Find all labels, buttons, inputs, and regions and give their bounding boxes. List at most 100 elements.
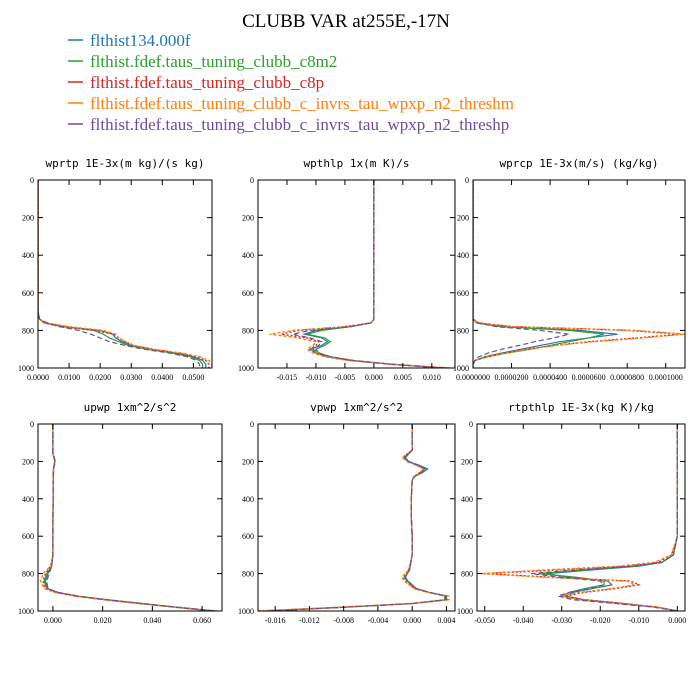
ytick-label-3-5: 1000 xyxy=(18,607,34,616)
panels: wprtp 1E-3x(m kg)/(s kg) 0 200 400 600 800 100… xyxy=(18,157,686,625)
xtick-label-4-3: -0.004 xyxy=(368,616,389,625)
xtick-label-5-3: -0.020 xyxy=(590,616,611,625)
xtick-label-4-1: -0.012 xyxy=(299,616,320,625)
panel-2: wprcp 1E-3x(m/s) (kg/kg) 0 200 400 600 800 100… xyxy=(453,157,686,382)
series-line-4-3 xyxy=(258,424,450,611)
panel-title-5: rtpthlp 1E-3x(kg K)/kg xyxy=(508,401,654,414)
panel-frame-1 xyxy=(257,179,456,369)
ytick-label-0-4: 800 xyxy=(22,326,34,335)
ytick-label-1-3: 600 xyxy=(242,289,254,298)
xtick-label-5-2: -0.030 xyxy=(551,616,572,625)
ytick-label-3-3: 600 xyxy=(22,532,34,541)
xtick-label-0-3: 0.0300 xyxy=(120,373,142,382)
xtick-label-2-4: 0.0000800 xyxy=(610,373,644,382)
xtick-label-5-4: -0.010 xyxy=(628,616,649,625)
panel-frame-3 xyxy=(37,423,223,612)
xtick-label-5-1: -0.040 xyxy=(513,616,534,625)
xtick-label-1-3: 0.000 xyxy=(365,373,383,382)
xtick-label-0-2: 0.0200 xyxy=(89,373,111,382)
ytick-label-0-1: 200 xyxy=(22,214,34,223)
ytick-label-3-4: 800 xyxy=(22,570,34,579)
ytick-label-5-0: 0 xyxy=(469,420,473,429)
ytick-label-2-4: 800 xyxy=(457,326,469,335)
ytick-label-2-2: 400 xyxy=(457,251,469,260)
xtick-label-1-0: -0.015 xyxy=(277,373,298,382)
ytick-label-1-4: 800 xyxy=(242,326,254,335)
series-group-2 xyxy=(473,180,685,368)
legend-label-1: flthist.fdef.taus_tuning_clubb_c8m2 xyxy=(90,52,337,71)
panel-frame-0 xyxy=(37,179,213,369)
series-line-2-3 xyxy=(473,180,685,368)
ytick-label-4-2: 400 xyxy=(242,495,254,504)
series-line-4-2 xyxy=(258,424,448,611)
series-line-0-1 xyxy=(38,180,204,368)
panel-frame-2 xyxy=(472,179,686,369)
ytick-label-5-2: 400 xyxy=(461,495,473,504)
ytick-label-4-3: 600 xyxy=(242,532,254,541)
legend-label-2: flthist.fdef.taus_tuning_clubb_c8p xyxy=(90,73,324,92)
panel-frame-5 xyxy=(476,423,686,612)
xtick-label-0-5: 0.0500 xyxy=(182,373,204,382)
figure-title: CLUBB VAR at255E,-17N xyxy=(242,11,450,32)
panel-4: vpwp 1xm^2/s^2 0 200 400 600 800 1000 -0.016 -0.… xyxy=(238,401,456,625)
series-line-3-2 xyxy=(42,424,218,611)
series-line-0-4 xyxy=(38,180,201,368)
ytick-label-2-1: 200 xyxy=(457,214,469,223)
panel-0: wprtp 1E-3x(m kg)/(s kg) 0 200 400 600 800 100… xyxy=(18,157,213,382)
series-group-5 xyxy=(480,424,678,611)
panel-5: rtpthlp 1E-3x(kg K)/kg02004006008001000-… xyxy=(457,401,686,625)
series-line-2-1 xyxy=(473,180,605,368)
ytick-label-1-1: 200 xyxy=(242,214,254,223)
xtick-label-0-1: 0.0100 xyxy=(58,373,80,382)
xtick-label-5-5: 0.000 xyxy=(668,616,686,625)
series-line-2-0 xyxy=(473,180,618,368)
panel-1: wpthlp 1x(m K)/s 0 200 400 600 800 1000 -0.015-… xyxy=(238,157,456,382)
ytick-label-5-4: 800 xyxy=(461,570,473,579)
xtick-label-3-0: 0.000 xyxy=(44,616,62,625)
ytick-label-1-2: 400 xyxy=(242,251,254,260)
ytick-label-0-0: 0 xyxy=(30,176,34,185)
series-line-3-0 xyxy=(44,424,215,611)
series-line-2-4 xyxy=(473,180,570,368)
ytick-label-3-1: 200 xyxy=(22,457,34,466)
ytick-label-5-5: 1000 xyxy=(457,607,473,616)
panel-frame-4 xyxy=(257,423,456,612)
ytick-label-3-2: 400 xyxy=(22,495,34,504)
xtick-label-4-5: 0.004 xyxy=(437,616,455,625)
ytick-label-2-5: 1000 xyxy=(453,364,469,373)
ytick-label-2-3: 600 xyxy=(457,289,469,298)
xtick-label-1-4: 0.005 xyxy=(394,373,412,382)
series-group-0 xyxy=(38,180,212,368)
series-line-1-3 xyxy=(269,180,450,368)
panel-title-3: upwp 1xm^2/s^2 xyxy=(84,401,177,414)
ytick-label-4-4: 800 xyxy=(242,570,254,579)
series-line-0-3 xyxy=(38,180,212,368)
series-line-4-0 xyxy=(266,424,448,611)
ytick-label-0-5: 1000 xyxy=(18,364,34,373)
series-line-3-3 xyxy=(39,424,218,611)
xtick-label-3-2: 0.040 xyxy=(143,616,161,625)
panel-title-1: wpthlp 1x(m K)/s xyxy=(304,157,410,170)
series-line-5-1 xyxy=(538,424,678,611)
xtick-label-2-5: 0.0001000 xyxy=(649,373,683,382)
xtick-label-4-0: -0.016 xyxy=(265,616,286,625)
legend-label-0: flthist134.000f xyxy=(90,31,191,50)
series-group-4 xyxy=(258,424,450,611)
ytick-label-0-3: 600 xyxy=(22,289,34,298)
ytick-label-1-0: 0 xyxy=(250,176,254,185)
series-line-1-2 xyxy=(281,180,450,368)
xtick-label-4-4: 0.000 xyxy=(403,616,421,625)
series-line-5-2 xyxy=(484,424,678,611)
xtick-label-2-1: 0.0000200 xyxy=(495,373,529,382)
ytick-label-0-2: 400 xyxy=(22,251,34,260)
panel-title-0: wprtp 1E-3x(m kg)/(s kg) xyxy=(46,157,205,170)
ytick-label-4-1: 200 xyxy=(242,457,254,466)
xtick-label-1-5: 0.010 xyxy=(423,373,441,382)
xtick-label-2-2: 0.0000400 xyxy=(533,373,567,382)
ytick-label-5-3: 600 xyxy=(461,532,473,541)
series-line-5-0 xyxy=(546,424,678,611)
panel-title-4: vpwp 1xm^2/s^2 xyxy=(310,401,403,414)
xtick-label-1-1: -0.010 xyxy=(306,373,327,382)
series-line-1-1 xyxy=(307,180,444,368)
ytick-label-1-5: 1000 xyxy=(238,364,254,373)
